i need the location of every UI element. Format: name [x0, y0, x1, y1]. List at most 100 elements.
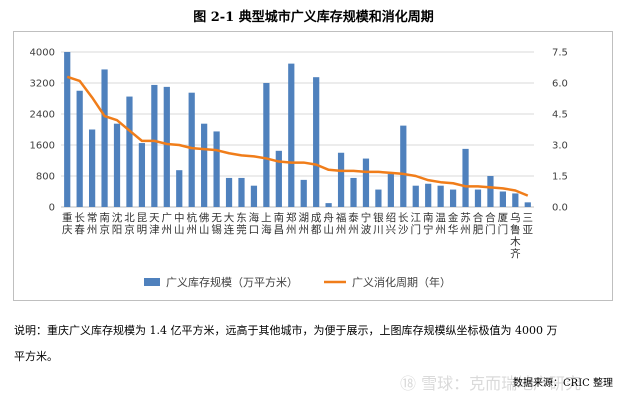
x-tick-label: 温州 — [435, 212, 446, 236]
bar — [89, 129, 96, 207]
y-tick-label: 3200 — [30, 79, 55, 90]
legend-label: 广义消化周期（年） — [352, 275, 451, 289]
x-tick-label: 苏州 — [460, 211, 471, 236]
bar — [138, 143, 146, 207]
bar — [437, 185, 444, 207]
x-tick-label: 中山 — [174, 211, 185, 236]
bar — [313, 77, 320, 207]
bar — [449, 189, 457, 207]
bar — [163, 86, 170, 207]
chart-plot: 0 800 1600 2400 3200 4000 0.0 1.5 3.0 4.5 6.0 7.5 重庆… — [30, 48, 568, 290]
y-tick-label: 800 — [36, 172, 55, 183]
bar — [213, 131, 220, 207]
legend-label: 广义库存规模（万平方米） — [166, 275, 298, 289]
x-tick-label: 泰州 — [348, 211, 359, 236]
x-tick-label: 舟山 — [323, 211, 334, 236]
watermark: ⑱ 雪球：克而瑞地产研究 — [400, 374, 582, 393]
chart-frame: 0 800 1600 2400 3200 4000 0.0 1.5 3.0 4.5 6.0 7.5 重庆… — [13, 31, 613, 301]
bar — [512, 193, 519, 207]
bar — [126, 96, 133, 207]
bar — [275, 150, 282, 207]
x-tick-label: 宁波 — [361, 211, 372, 236]
x-tick-label: 南昌 — [274, 211, 285, 236]
bar — [337, 152, 345, 207]
x-tick-label: 银川 — [373, 211, 384, 236]
bar — [325, 203, 332, 207]
bar — [288, 63, 295, 207]
x-tick-label: 福州 — [336, 211, 347, 236]
bar — [188, 92, 195, 207]
y-tick-label: 1600 — [30, 141, 55, 152]
x-tick-label: 合门 — [485, 211, 496, 236]
bar — [238, 177, 245, 207]
x-tick-label: 北京 — [124, 212, 135, 236]
x-tick-label: 上海 — [261, 212, 272, 236]
y-tick-label: 0 — [49, 203, 55, 214]
y2-tick-label: 7.5 — [552, 48, 568, 59]
x-tick-label: 大连 — [224, 211, 235, 236]
bar — [524, 202, 531, 207]
y2-tick-label: 4.5 — [552, 110, 568, 121]
x-tick-label: 重庆 — [62, 211, 73, 236]
x-tick-label: 长春 — [74, 212, 85, 236]
x-tick-label: 昆明 — [137, 212, 148, 236]
x-tick-label: 常州 — [87, 211, 98, 236]
x-tick-label: 江门 — [411, 212, 422, 236]
bar — [387, 174, 394, 207]
bar — [362, 158, 370, 207]
x-tick-label: 乌鲁木齐 — [510, 211, 521, 260]
bar — [101, 69, 108, 207]
bar — [462, 148, 469, 207]
bar — [250, 185, 258, 207]
bar — [300, 179, 307, 207]
bar — [64, 52, 71, 207]
x-tick-label: 广州 — [162, 212, 173, 236]
x-tick-label: 金华 — [448, 211, 459, 236]
bar — [400, 125, 407, 207]
x-tick-label: 天津 — [149, 212, 160, 236]
x-tick-label: 无锡 — [211, 212, 222, 236]
bar — [151, 84, 158, 207]
bar — [176, 170, 183, 207]
data-source: 数据来源：CRIC 整理 — [513, 378, 613, 389]
y2-tick-label: 0.0 — [552, 203, 568, 214]
bar — [487, 176, 494, 207]
bar — [474, 189, 482, 207]
y-tick-label: 2400 — [30, 110, 55, 121]
y2-tick-label: 6.0 — [552, 79, 568, 90]
x-tick-label: 绍兴 — [386, 211, 397, 236]
x-tick-label: 东莞 — [236, 211, 247, 236]
series-line — [66, 75, 529, 197]
x-tick-label: 海口 — [249, 211, 260, 236]
x-tick-label: 湖州 — [298, 212, 309, 236]
bar — [412, 185, 419, 207]
x-tick-label: 郑州 — [286, 211, 297, 236]
x-tick-label: 合肥 — [473, 211, 484, 236]
note-line-2: 平方米。 — [14, 350, 58, 363]
x-tick-label: 厦门 — [498, 212, 509, 236]
legend-swatch-bar — [144, 278, 160, 286]
x-tick-label: 成都 — [311, 212, 322, 236]
y2-tick-label: 1.5 — [552, 172, 568, 183]
x-tick-label: 南宁 — [423, 211, 434, 236]
bar — [263, 83, 270, 207]
chart-note: 说明：重庆广义库存规模为 1.4 亿平方米，远高于其他城市，为便于展示，上图库存… — [14, 318, 614, 370]
bar — [425, 183, 432, 207]
chart-title: 图 2-1 典型城市广义库存规模和消化周期 — [193, 10, 434, 25]
x-tick-label: 长沙 — [398, 212, 409, 236]
x-tick-label: 佛山 — [199, 211, 210, 236]
x-tick-label: 杭州 — [186, 211, 197, 236]
x-tick-label: 三亚 — [523, 212, 534, 236]
bar — [499, 191, 506, 207]
y-tick-label: 4000 — [30, 48, 55, 59]
bar — [201, 123, 208, 207]
bar — [350, 177, 357, 207]
bar — [76, 90, 83, 207]
note-line-1: 说明：重庆广义库存规模为 1.4 亿平方米，远高于其他城市，为便于展示，上图库存… — [14, 324, 558, 337]
y2-tick-label: 3.0 — [552, 141, 568, 152]
bar — [225, 177, 233, 207]
bar — [375, 189, 382, 207]
x-tick-label: 南京 — [99, 211, 110, 236]
x-tick-label: 沈阳 — [112, 211, 123, 236]
bar — [113, 123, 121, 207]
